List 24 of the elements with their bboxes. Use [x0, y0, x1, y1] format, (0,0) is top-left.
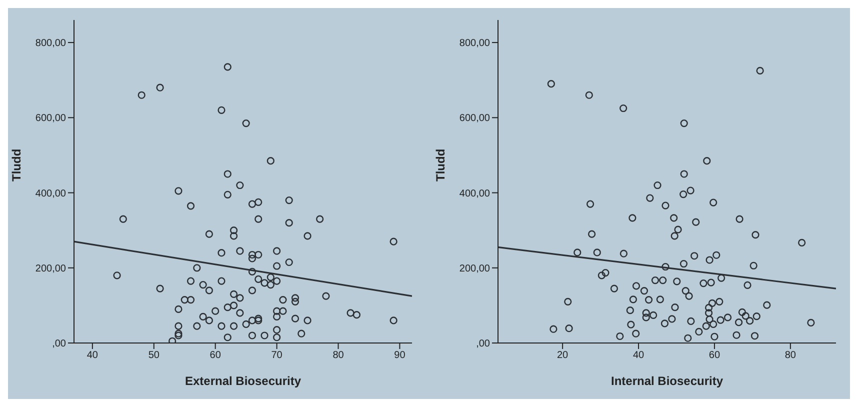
y-tick-label: ,00	[52, 338, 66, 350]
x-tick-label: 70	[271, 350, 283, 362]
x-axis-title: Internal Biosecurity	[610, 374, 724, 388]
x-tick-label: 90	[394, 350, 406, 362]
x-tick-label: 50	[148, 350, 160, 362]
x-tick-label: 20	[557, 350, 569, 362]
x-tick-label: 60	[708, 350, 720, 362]
x-tick-label: 40	[86, 350, 98, 362]
y-tick-label: 600,00	[35, 113, 66, 124]
y-tick-label: 800,00	[35, 38, 66, 50]
y-tick-label: 200,00	[35, 263, 66, 274]
y-tick-label: 800,00	[459, 38, 490, 50]
y-tick-label: 400,00	[35, 188, 66, 200]
x-tick-label: 80	[784, 350, 796, 362]
y-tick-label: ,00	[476, 338, 490, 350]
y-tick-label: 200,00	[459, 263, 490, 274]
y-tick-label: 400,00	[459, 188, 490, 200]
y-axis-title: Tludd	[433, 148, 448, 182]
x-tick-label: 80	[332, 350, 344, 362]
x-axis-title: External Biosecurity	[184, 374, 302, 388]
x-tick-label: 60	[210, 350, 222, 362]
y-tick-label: 600,00	[459, 113, 490, 124]
x-tick-label: 40	[632, 350, 645, 362]
y-axis-title: Tludd	[9, 148, 24, 182]
